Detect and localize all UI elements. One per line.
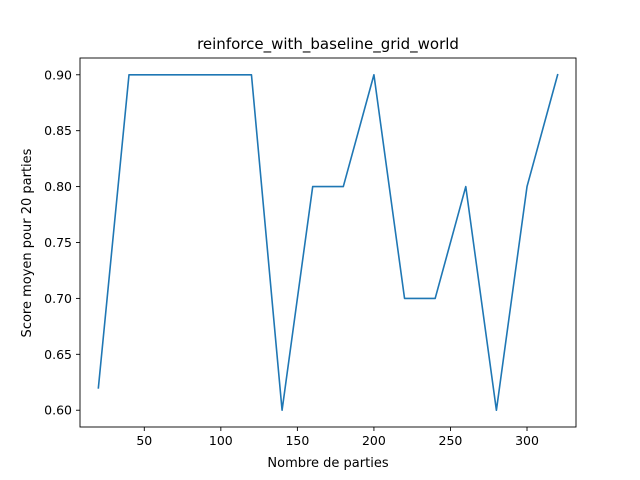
y-axis-label: Score moyen pour 20 parties — [20, 148, 35, 337]
y-tick-label: 0.80 — [44, 179, 72, 194]
y-tick-label: 0.65 — [44, 347, 72, 362]
y-tick-label: 0.90 — [44, 67, 72, 82]
x-tick-label: 150 — [285, 433, 309, 448]
x-tick-label: 300 — [515, 433, 539, 448]
y-tick-label: 0.75 — [44, 235, 72, 250]
y-tick-label: 0.70 — [44, 291, 72, 306]
plot-area: 50 100 150 200 250 300 0.60 0.65 0.70 0.75 0.80 0.8… — [44, 57, 577, 448]
series-line-0 — [97, 73, 559, 412]
y-tick-label: 0.60 — [44, 403, 72, 418]
y-tick-label: 0.85 — [44, 123, 72, 138]
x-tick-label: 50 — [136, 433, 152, 448]
x-tick-label: 100 — [209, 433, 233, 448]
chart-title: reinforce_with_baseline_grid_world — [197, 35, 459, 54]
x-tick-label: 200 — [362, 433, 386, 448]
x-tick-label: 250 — [439, 433, 463, 448]
x-axis-label: Nombre de parties — [267, 456, 388, 471]
